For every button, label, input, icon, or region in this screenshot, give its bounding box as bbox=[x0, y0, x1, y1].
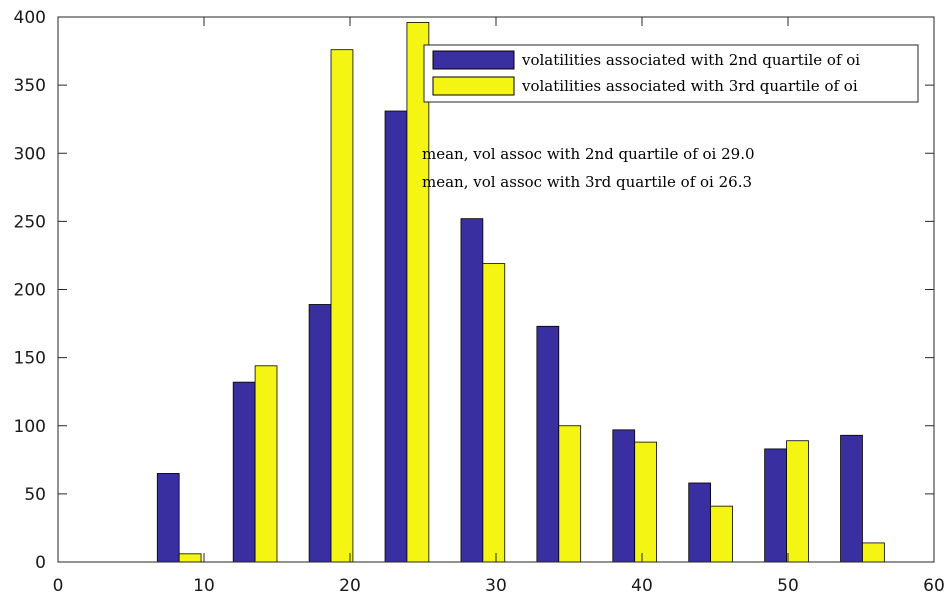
annotation-mean-2nd-quartile: mean, vol assoc with 2nd quartile of oi … bbox=[422, 145, 755, 163]
bar-series2-bin-4 bbox=[406, 22, 430, 563]
y-tick-label: 250 bbox=[14, 212, 46, 232]
bar-series2-bin-5 bbox=[482, 263, 506, 563]
bar-series2-bin-1 bbox=[178, 553, 202, 563]
y-tick-label: 150 bbox=[14, 349, 46, 369]
legend-label-3rd-quartile: volatilities associated with 3rd quartil… bbox=[521, 77, 858, 95]
x-tick-label: 20 bbox=[339, 576, 361, 596]
y-tick-label: 100 bbox=[14, 417, 46, 437]
bar-series1-bin-4 bbox=[384, 110, 408, 563]
legend-swatch-3rd-quartile bbox=[432, 76, 515, 96]
legend-swatch-2nd-quartile bbox=[432, 50, 515, 70]
bars-layer bbox=[156, 22, 885, 563]
x-tick-label: 50 bbox=[777, 576, 799, 596]
x-tick-label: 0 bbox=[53, 576, 64, 596]
bar-series1-bin-6 bbox=[536, 325, 560, 563]
x-tick-label: 30 bbox=[485, 576, 507, 596]
y-tick-label: 200 bbox=[14, 281, 46, 301]
bar-series1-bin-3 bbox=[308, 304, 332, 563]
bar-series1-bin-9 bbox=[764, 448, 787, 563]
legend: volatilities associated with 2nd quartil… bbox=[423, 44, 919, 103]
bar-series2-bin-7 bbox=[634, 441, 658, 563]
ticks-layer: 0 10 20 30 40 50 60 0 50 100 150 200 250 300 350 400 bbox=[14, 8, 945, 596]
bar-series1-bin-2 bbox=[232, 381, 256, 563]
bar-series2-bin-8 bbox=[710, 505, 733, 563]
bar-series1-bin-5 bbox=[460, 218, 484, 563]
annotation-mean-3rd-quartile: mean, vol assoc with 3rd quartile of oi … bbox=[422, 173, 752, 191]
y-tick-label: 400 bbox=[14, 8, 46, 28]
legend-label-2nd-quartile: volatilities associated with 2nd quartil… bbox=[521, 51, 860, 69]
bar-series1-bin-8 bbox=[688, 482, 712, 563]
y-tick-label: 0 bbox=[35, 553, 46, 573]
x-tick-label: 10 bbox=[193, 576, 215, 596]
bar-series2-bin-9 bbox=[786, 440, 809, 563]
y-tick-label: 300 bbox=[14, 144, 46, 164]
y-tick-label: 50 bbox=[24, 485, 46, 505]
x-tick-label: 60 bbox=[923, 576, 945, 596]
bar-series1-bin-10 bbox=[840, 434, 863, 563]
bar-series1-bin-1 bbox=[156, 473, 180, 563]
bar-series2-bin-2 bbox=[254, 365, 278, 563]
bar-series1-bin-7 bbox=[612, 429, 636, 563]
bar-series2-bin-3 bbox=[330, 49, 354, 563]
x-tick-label: 40 bbox=[631, 576, 653, 596]
bar-series2-bin-6 bbox=[558, 425, 582, 563]
y-tick-label: 350 bbox=[14, 76, 46, 96]
bar-series2-bin-10 bbox=[862, 542, 885, 563]
